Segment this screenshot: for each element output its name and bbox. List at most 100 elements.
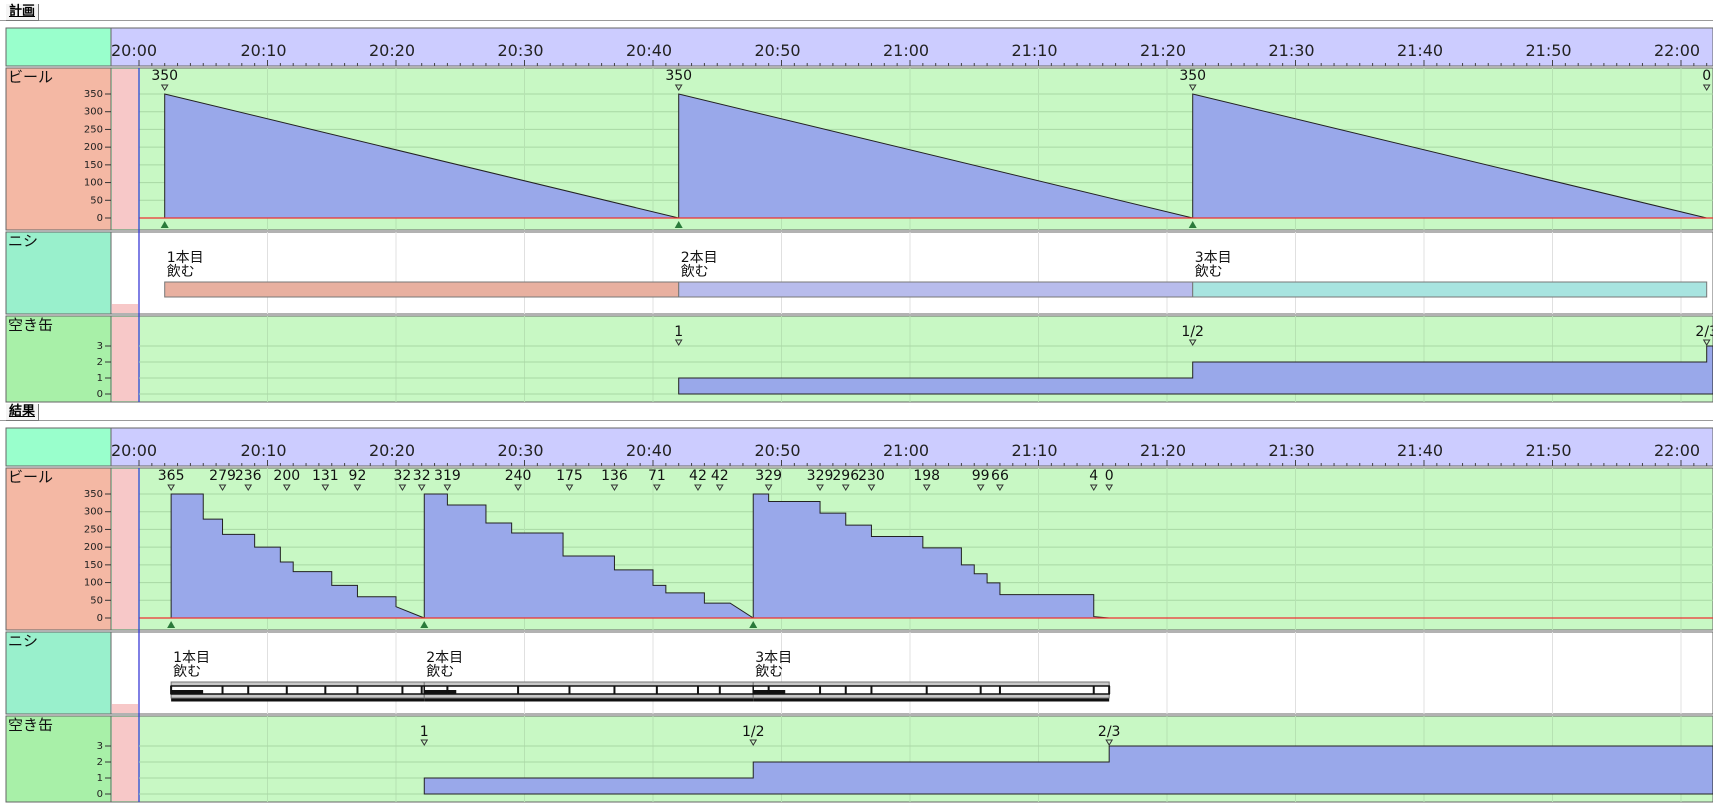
beer-value-label: 198	[913, 468, 940, 484]
refill-triangle	[749, 621, 758, 628]
beer-value-label: 32	[413, 468, 431, 484]
beer-value-label: 329	[755, 468, 782, 484]
akikan-count-area	[423, 745, 1713, 795]
akikan-marker-triangle	[420, 739, 429, 746]
beer-value-label: 236	[235, 468, 262, 484]
time-tick-label: 20:50	[755, 41, 801, 60]
beer-value-label: 329	[807, 468, 834, 484]
beer-marker-triangle	[841, 484, 850, 491]
time-tick-label: 20:40	[626, 41, 672, 60]
beer-marker-triangle	[1105, 484, 1114, 491]
task-label-line1: 1本目	[173, 650, 210, 666]
task-label-line2: 飲む	[755, 664, 783, 680]
task-bar	[678, 281, 1194, 298]
beer-marker-triangle	[353, 484, 362, 491]
beer-axis-label: 50	[90, 595, 103, 606]
beer-value-label: 4	[1089, 468, 1098, 484]
time-tick-label: 20:30	[498, 441, 544, 460]
nishi-row-label-title: ニシ	[8, 232, 38, 250]
beer-axis-label: 250	[84, 524, 103, 535]
akikan-marker-triangle	[1105, 739, 1114, 746]
tab-result[interactable]: 結果	[6, 404, 40, 421]
beer-marker-triangle	[694, 484, 702, 491]
refill-triangle	[167, 621, 176, 628]
beer-value-label: 175	[556, 468, 583, 484]
time-tick-label: 20:10	[241, 41, 287, 60]
time-tick-label: 20:20	[369, 441, 415, 460]
time-tick-label: 21:10	[1012, 441, 1058, 460]
nishi-row-label-title: ニシ	[8, 632, 38, 650]
refill-triangle	[674, 221, 683, 228]
nishi-row-label	[5, 631, 112, 715]
nishi-plot-area	[110, 631, 1713, 715]
beer-axis-label: 150	[84, 160, 103, 171]
beer-value-label: 0	[1105, 468, 1114, 484]
task-label-line2: 飲む	[426, 664, 454, 680]
beer-marker-triangle	[996, 484, 1004, 491]
akikan-axis-label: 0	[97, 789, 103, 800]
akikan-value-label: 1	[674, 324, 683, 340]
task-label-line2: 飲む	[167, 264, 195, 280]
beer-axis-label: 0	[97, 613, 103, 624]
beer-marker-triangle	[160, 84, 169, 91]
beer-marker-triangle	[1702, 84, 1711, 91]
beer-axis-label: 350	[84, 89, 103, 100]
beer-value-label: 136	[601, 468, 628, 484]
beer-value-label: 350	[665, 68, 692, 84]
task-label-line1: 1本目	[167, 250, 204, 266]
akikan-value-label: 1	[420, 724, 429, 740]
beer-marker-triangle	[443, 484, 452, 491]
time-tick-label: 22:00	[1654, 441, 1700, 460]
beer-axis-label: 0	[97, 213, 103, 224]
beer-level-area	[752, 493, 1110, 619]
beer-value-label: 200	[273, 468, 300, 484]
beer-value-label: 230	[858, 468, 885, 484]
tab-separator	[0, 420, 1713, 421]
time-tick-label: 20:00	[111, 441, 157, 460]
akikan-marker-triangle	[1702, 339, 1711, 346]
beer-value-label: 32	[394, 468, 412, 484]
beer-marker-triangle	[398, 484, 407, 491]
beer-marker-triangle	[610, 484, 619, 491]
task-start-block	[171, 690, 204, 694]
beer-marker-triangle	[565, 484, 574, 491]
task-label-line2: 飲む	[173, 664, 201, 680]
task-label-line1: 2本目	[681, 250, 718, 266]
time-tick-label: 20:10	[241, 441, 287, 460]
time-tick-label: 20:40	[626, 441, 672, 460]
beer-marker-triangle	[715, 484, 724, 491]
task-bar-inner	[423, 685, 754, 695]
beer-value-label: 296	[832, 468, 859, 484]
time-tick-label: 21:10	[1012, 41, 1058, 60]
time-tick-label: 21:40	[1397, 441, 1443, 460]
pre-start-strip	[112, 233, 138, 313]
beer-level-area	[423, 493, 755, 619]
task-label-line2: 飲む	[681, 264, 709, 280]
beer-value-label: 92	[349, 468, 367, 484]
beer-marker-triangle	[514, 484, 522, 491]
beer-axis-label: 100	[84, 578, 103, 589]
beer-marker-triangle	[167, 484, 176, 491]
nishi-row-label	[5, 231, 112, 315]
beer-value-label: 0	[1702, 68, 1711, 84]
time-header	[110, 27, 1713, 67]
nishi-plot-area	[110, 231, 1713, 315]
tab-plan[interactable]: 計画	[6, 4, 40, 21]
beer-marker-triangle	[244, 484, 253, 491]
akikan-row-label	[5, 715, 112, 803]
akikan-value-label: 2/3	[1695, 324, 1713, 340]
beer-value-label: 66	[991, 468, 1009, 484]
pre-start-strip	[112, 69, 138, 229]
time-tick-label: 20:50	[755, 441, 801, 460]
akikan-axis-label: 0	[97, 389, 103, 400]
time-tick-label: 21:40	[1397, 41, 1443, 60]
pre-start-strip	[112, 304, 138, 313]
beer-value-label: 279	[209, 468, 236, 484]
beer-value-label: 131	[312, 468, 339, 484]
beer-level-area	[170, 493, 425, 619]
beer-value-label: 42	[711, 468, 729, 484]
akikan-value-label: 1/2	[742, 724, 765, 740]
refill-triangle	[420, 621, 429, 628]
beer-marker-triangle	[816, 484, 824, 491]
time-tick-label: 20:00	[111, 41, 157, 60]
